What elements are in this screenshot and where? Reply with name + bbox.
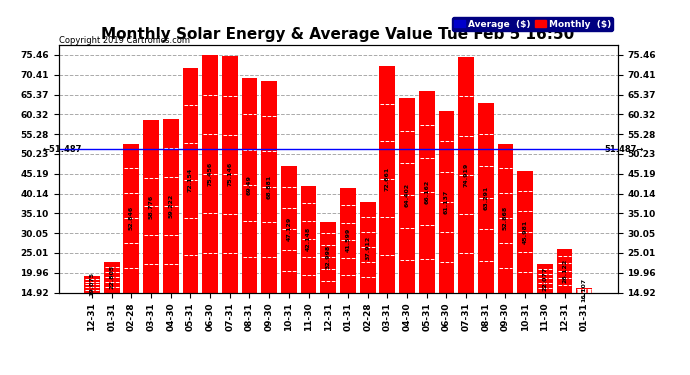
- Text: 64.402: 64.402: [404, 183, 410, 207]
- Text: 19.075: 19.075: [90, 272, 95, 296]
- Text: 72.661: 72.661: [385, 167, 390, 191]
- Bar: [458, 57, 474, 292]
- Text: 52.846: 52.846: [129, 206, 134, 230]
- Bar: [478, 103, 493, 292]
- Text: 51.487→: 51.487→: [604, 144, 643, 153]
- Title: Monthly Solar Energy & Average Value Tue Feb 5 16:50: Monthly Solar Energy & Average Value Tue…: [101, 27, 575, 42]
- Text: 75.456: 75.456: [208, 162, 213, 186]
- Bar: [497, 144, 513, 292]
- Bar: [557, 249, 573, 292]
- Bar: [84, 276, 100, 292]
- Bar: [419, 92, 435, 292]
- Bar: [340, 188, 356, 292]
- Bar: [143, 120, 159, 292]
- Text: 32.998: 32.998: [326, 245, 331, 269]
- Bar: [241, 78, 257, 292]
- Text: 61.137: 61.137: [444, 190, 449, 214]
- Bar: [163, 118, 179, 292]
- Text: 75.146: 75.146: [227, 162, 233, 186]
- Text: 74.919: 74.919: [464, 163, 469, 187]
- Bar: [124, 144, 139, 292]
- Bar: [399, 98, 415, 292]
- Text: 22.077: 22.077: [542, 266, 547, 291]
- Bar: [518, 171, 533, 292]
- Text: ←51.487: ←51.487: [43, 144, 82, 153]
- Legend: Average  ($), Monthly  ($): Average ($), Monthly ($): [452, 17, 613, 31]
- Bar: [320, 222, 336, 292]
- Text: 69.49: 69.49: [247, 176, 252, 195]
- Bar: [439, 111, 454, 292]
- Text: 52.868: 52.868: [503, 206, 508, 230]
- Text: 66.162: 66.162: [424, 180, 429, 204]
- Text: 58.776: 58.776: [148, 194, 153, 219]
- Text: 59.222: 59.222: [168, 194, 173, 218]
- Bar: [262, 81, 277, 292]
- Text: 47.129: 47.129: [286, 217, 291, 242]
- Text: 16.107: 16.107: [582, 278, 586, 302]
- Bar: [301, 186, 317, 292]
- Text: 26.122: 26.122: [562, 258, 567, 283]
- Bar: [576, 288, 592, 292]
- Text: 63.291: 63.291: [483, 186, 489, 210]
- Bar: [359, 202, 375, 292]
- Text: 45.981: 45.981: [523, 219, 528, 244]
- Text: 72.154: 72.154: [188, 168, 193, 192]
- Text: Copyright 2019 Cartronics.com: Copyright 2019 Cartronics.com: [59, 36, 190, 45]
- Bar: [281, 166, 297, 292]
- Bar: [222, 56, 237, 292]
- Text: 42.148: 42.148: [306, 227, 311, 251]
- Bar: [537, 264, 553, 292]
- Bar: [104, 262, 119, 292]
- Bar: [380, 66, 395, 292]
- Bar: [202, 55, 218, 292]
- Bar: [183, 68, 198, 292]
- Text: 41.599: 41.599: [346, 228, 351, 252]
- Text: 22.805: 22.805: [109, 265, 114, 289]
- Text: 68.881: 68.881: [266, 174, 272, 199]
- Text: 37.912: 37.912: [365, 235, 370, 260]
